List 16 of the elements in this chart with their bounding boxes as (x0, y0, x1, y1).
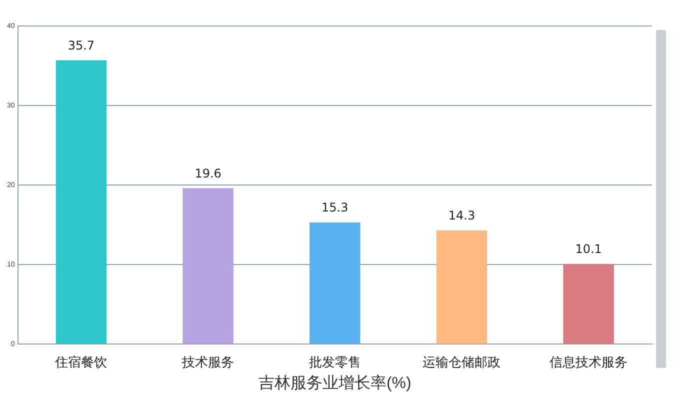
x-axis-title: 吉林服务业增长率(%) (258, 374, 412, 392)
bar (436, 230, 488, 344)
bar (563, 264, 614, 344)
data-label: 14.3 (448, 208, 476, 223)
bar (182, 188, 234, 344)
data-label: 19.6 (194, 166, 222, 180)
x-tick-label: 住宿餐饮 (54, 354, 108, 370)
x-tick-label: 技术服务 (181, 354, 234, 370)
bar (56, 60, 107, 344)
x-tick-label: 运输仓储邮政 (422, 354, 501, 370)
bar (310, 222, 360, 344)
x-tick-label: 批发零售 (308, 354, 361, 370)
data-label: 35.7 (68, 38, 95, 52)
data-label: 15.3 (322, 200, 348, 215)
data-label: 10.1 (575, 242, 602, 256)
x-tick-label: 信息技术服务 (550, 354, 628, 370)
